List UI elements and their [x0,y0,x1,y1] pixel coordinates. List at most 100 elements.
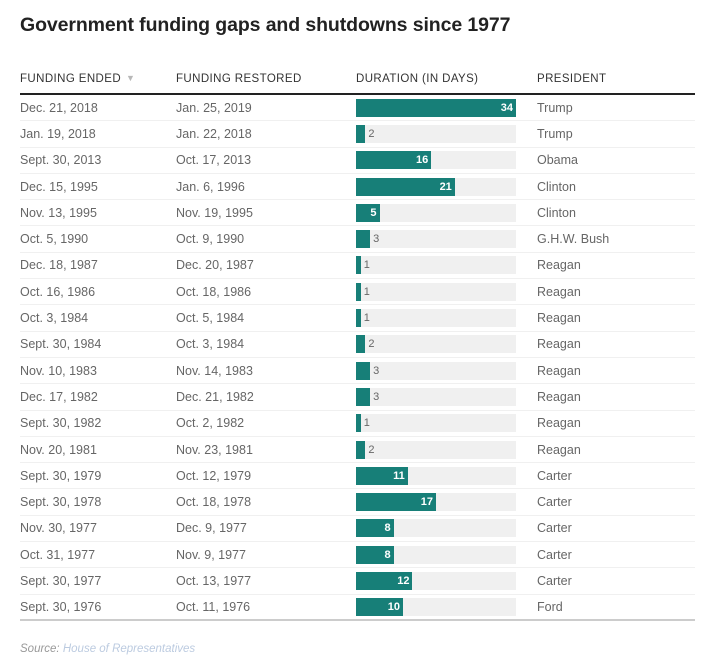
cell-duration: 1 [356,309,537,328]
header-funding-ended-label: FUNDING ENDED [20,72,122,85]
header-president[interactable]: PRESIDENT [537,72,607,85]
cell-president: G.H.W. Bush [537,232,610,247]
cell-funding-ended: Jan. 19, 2018 [20,126,96,141]
table-row: Nov. 20, 1981 Nov. 23, 1981 2 Reagan [20,437,695,464]
table-row: Oct. 31, 1977 Nov. 9, 1977 8 Carter [20,542,695,569]
cell-funding-restored: Nov. 23, 1981 [176,442,253,457]
table-row: Dec. 21, 2018 Jan. 25, 2019 34 Trump [20,95,695,122]
table-row: Sept. 30, 1978 Oct. 18, 1978 17 Carter [20,489,695,516]
cell-funding-restored: Jan. 22, 2018 [176,126,252,141]
table-body: Dec. 21, 2018 Jan. 25, 2019 34 Trump Jan. 19… [20,95,695,621]
cell-funding-restored: Dec. 9, 1977 [176,521,247,536]
cell-funding-ended: Sept. 30, 1984 [20,337,102,352]
duration-bar-track: 1 [356,256,516,275]
cell-president: Clinton [537,205,576,220]
cell-duration: 1 [356,256,537,275]
cell-funding-restored: Dec. 20, 1987 [176,258,254,273]
table-row: Nov. 10, 1983 Nov. 14, 1983 3 Reagan [20,358,695,385]
table-row: Nov. 30, 1977 Dec. 9, 1977 8 Carter [20,516,695,543]
cell-president: Carter [537,521,572,536]
duration-bar [356,414,361,433]
cell-funding-ended: Nov. 10, 1983 [20,363,97,378]
duration-value-label: 8 [384,548,391,561]
duration-bar [356,335,366,354]
cell-funding-ended: Sept. 30, 1976 [20,599,102,614]
duration-bar [356,282,361,301]
duration-value-label: 1 [363,312,370,325]
duration-value-label: 16 [416,154,429,167]
duration-value-label: 3 [373,364,380,377]
duration-value-label: 21 [439,180,452,193]
duration-bar-track: 2 [356,335,516,354]
header-funding-ended[interactable]: FUNDING ENDED ▼ [20,73,176,85]
cell-duration: 1 [356,414,537,433]
duration-bar-track: 3 [356,230,516,249]
duration-value-label: 1 [363,259,370,272]
duration-bar-track: 34 [356,98,516,117]
cell-funding-ended: Dec. 15, 1995 [20,179,98,194]
cell-funding-ended: Oct. 31, 1977 [20,547,96,562]
cell-funding-restored: Dec. 21, 1982 [176,389,254,404]
table-header: FUNDING ENDED ▼ FUNDING RESTORED DURATION… [20,64,695,95]
duration-bar [356,98,516,117]
header-duration[interactable]: DURATION (IN DAYS) [356,72,479,85]
cell-president: Reagan [537,389,581,404]
cell-duration: 34 [356,98,537,117]
cell-president: Reagan [537,311,581,326]
cell-funding-restored: Jan. 25, 2019 [176,100,252,115]
cell-president: Ford [537,599,563,614]
cell-funding-ended: Dec. 21, 2018 [20,100,98,115]
cell-president: Clinton [537,179,576,194]
cell-funding-restored: Nov. 9, 1977 [176,547,246,562]
cell-funding-ended: Oct. 5, 1990 [20,232,89,247]
duration-bar [356,256,361,275]
table-row: Jan. 19, 2018 Jan. 22, 2018 2 Trump [20,121,695,148]
header-funding-restored[interactable]: FUNDING RESTORED [176,72,302,85]
source-note: Source: House of Representatives [20,643,195,655]
sort-descending-icon[interactable]: ▼ [126,72,136,83]
table-row: Sept. 30, 2013 Oct. 17, 2013 16 Obama [20,148,695,174]
duration-bar [356,466,408,485]
duration-bar-track: 1 [356,282,516,301]
table-row: Oct. 5, 1990 Oct. 9, 1990 3 G.H.W. Bush [20,226,695,253]
cell-funding-ended: Sept. 30, 1979 [20,468,102,483]
duration-bar-track: 11 [356,466,516,485]
duration-value-label: 2 [368,338,375,351]
duration-bar [356,440,366,459]
cell-funding-ended: Sept. 30, 1977 [20,573,102,588]
cell-president: Reagan [537,416,581,431]
cell-duration: 10 [356,597,537,616]
duration-bar-track: 2 [356,124,516,143]
duration-bar [356,151,432,170]
chart-title: Government funding gaps and shutdowns si… [20,14,511,36]
duration-value-label: 10 [387,600,401,613]
duration-value-label: 3 [373,233,380,246]
duration-bar-track: 1 [356,414,516,433]
duration-bar-track: 5 [356,203,516,222]
duration-bar [356,361,371,380]
duration-bar [356,597,404,616]
cell-president: Reagan [537,363,581,378]
duration-bar [356,519,394,538]
duration-value-label: 3 [373,390,380,403]
duration-bar-track: 16 [356,151,516,170]
cell-duration: 2 [356,335,537,354]
table-row: Sept. 30, 1982 Oct. 2, 1982 1 Reagan [20,411,695,437]
duration-bar-track: 12 [356,571,516,590]
duration-bar [356,493,436,512]
table-row: Oct. 16, 1986 Oct. 18, 1986 1 Reagan [20,279,695,306]
duration-value-label: 2 [368,443,375,456]
source-link[interactable]: House of Representatives [62,643,196,655]
duration-bar-track: 2 [356,440,516,459]
table-row: Nov. 13, 1995 Nov. 19, 1995 5 Clinton [20,200,695,227]
cell-funding-restored: Oct. 2, 1982 [176,416,245,431]
duration-value-label: 11 [393,469,405,482]
duration-bar [356,545,394,564]
duration-value-label: 12 [397,574,410,587]
duration-bar [356,309,361,328]
cell-funding-restored: Oct. 18, 1978 [176,495,252,510]
duration-bar [356,387,371,406]
duration-bar [356,230,371,249]
cell-duration: 1 [356,282,537,301]
duration-value-label: 5 [370,206,377,219]
